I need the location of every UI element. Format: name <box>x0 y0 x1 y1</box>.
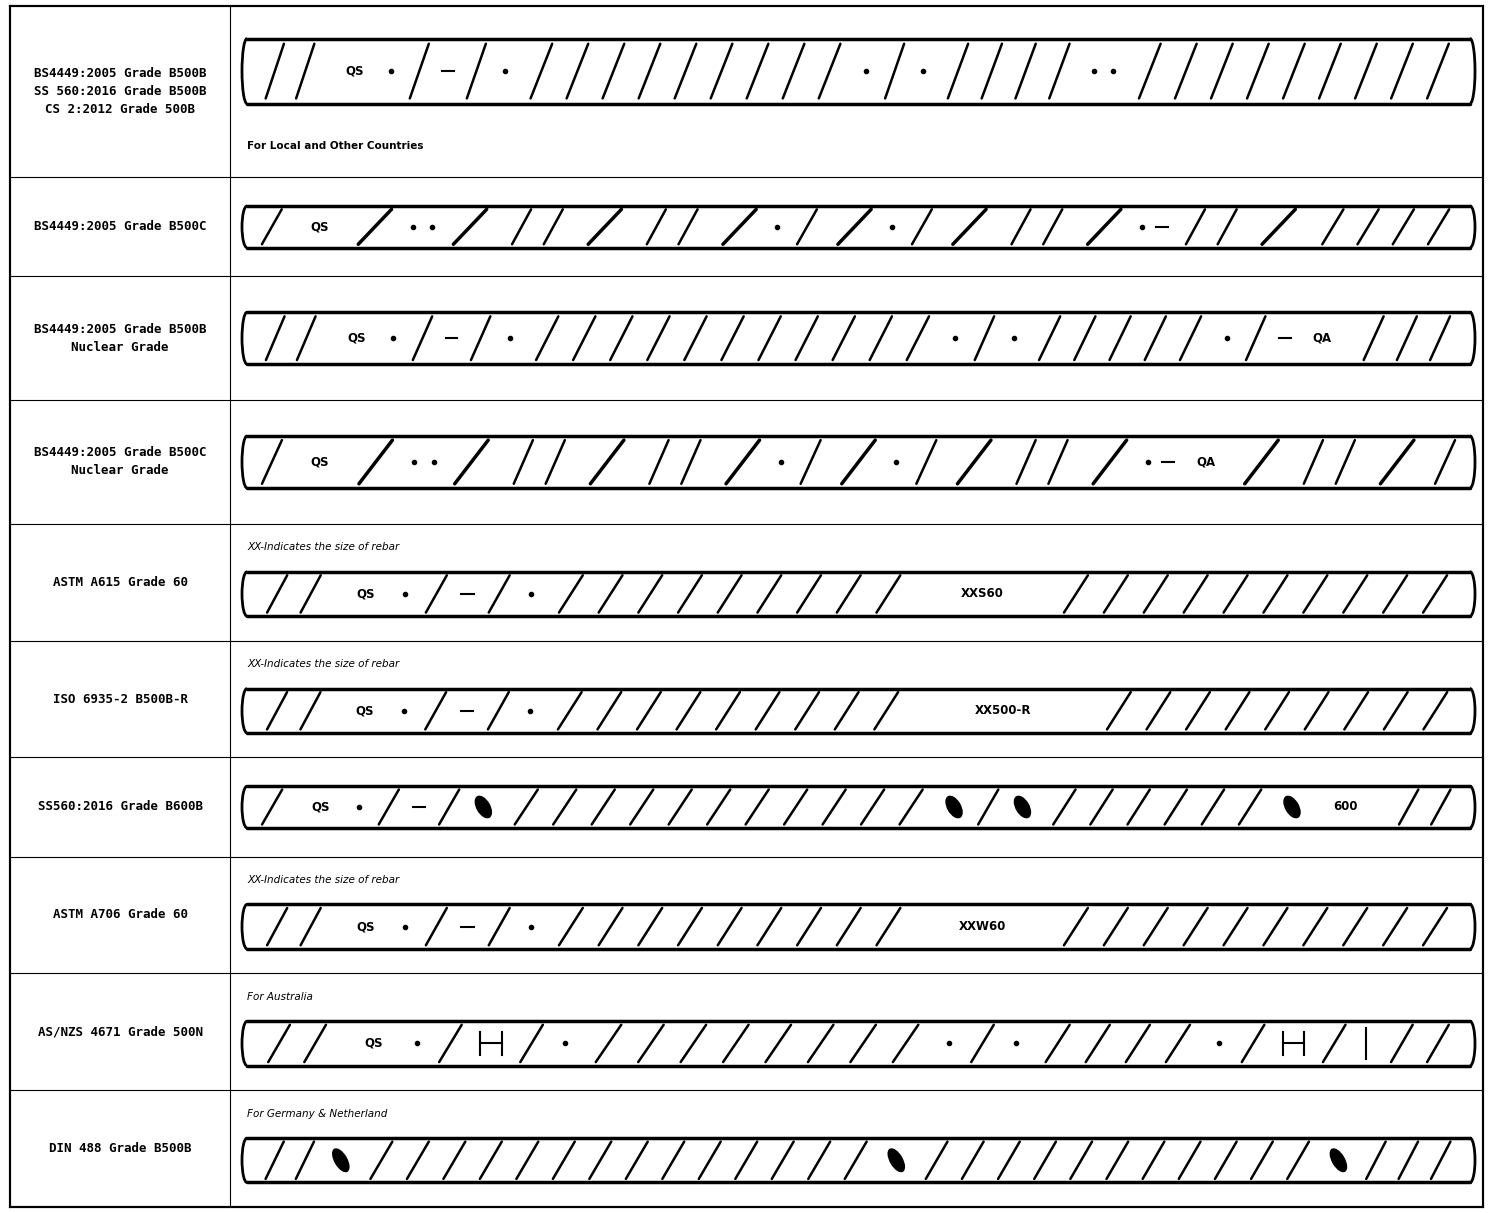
Bar <box>248 1138 1470 1183</box>
Ellipse shape <box>1330 1149 1348 1172</box>
Bar <box>248 206 1470 247</box>
Text: XX-Indicates the size of rebar: XX-Indicates the size of rebar <box>248 659 400 670</box>
Bar <box>248 905 1470 949</box>
Bar <box>248 312 1470 364</box>
Text: ASTM A615 Grade 60: ASTM A615 Grade 60 <box>52 576 188 588</box>
Bar <box>248 1021 1470 1066</box>
Text: BS4449:2005 Grade B500B
SS 560:2016 Grade B500B
CS 2:2012 Grade 500B: BS4449:2005 Grade B500B SS 560:2016 Grad… <box>34 67 206 116</box>
Text: BS4449:2005 Grade B500B
Nuclear Grade: BS4449:2005 Grade B500B Nuclear Grade <box>34 323 206 354</box>
Text: XXW60: XXW60 <box>959 921 1006 933</box>
Bar <box>248 39 1470 103</box>
Text: ISO 6935-2 B500B-R: ISO 6935-2 B500B-R <box>52 693 188 706</box>
Text: QA: QA <box>1312 331 1331 344</box>
Bar <box>248 206 1470 247</box>
Bar <box>248 786 1470 827</box>
Ellipse shape <box>474 796 492 819</box>
Bar <box>248 312 1470 364</box>
Text: XX500-R: XX500-R <box>974 705 1030 717</box>
Text: XX-Indicates the size of rebar: XX-Indicates the size of rebar <box>248 542 400 552</box>
Text: DIN 488 Grade B500B: DIN 488 Grade B500B <box>49 1143 191 1155</box>
Text: XXS60: XXS60 <box>960 587 1003 600</box>
Ellipse shape <box>1284 796 1300 819</box>
Bar <box>248 1021 1470 1066</box>
Ellipse shape <box>887 1149 905 1172</box>
Text: QS: QS <box>310 455 330 468</box>
Text: For Germany & Netherland: For Germany & Netherland <box>248 1109 388 1118</box>
Text: BS4449:2005 Grade B500C: BS4449:2005 Grade B500C <box>34 221 206 233</box>
Ellipse shape <box>945 796 963 819</box>
Text: For Australia: For Australia <box>248 992 313 1002</box>
Bar <box>248 786 1470 827</box>
Text: BS4449:2005 Grade B500C
Nuclear Grade: BS4449:2005 Grade B500C Nuclear Grade <box>34 446 206 478</box>
Bar <box>248 435 1470 488</box>
Text: QS: QS <box>346 64 364 78</box>
Bar <box>248 689 1470 733</box>
Text: ASTM A706 Grade 60: ASTM A706 Grade 60 <box>52 909 188 922</box>
Text: QS: QS <box>310 221 328 233</box>
Text: XX-Indicates the size of rebar: XX-Indicates the size of rebar <box>248 875 400 884</box>
Text: 600: 600 <box>1333 801 1358 814</box>
Text: QS: QS <box>347 331 365 344</box>
Text: QS: QS <box>355 705 374 717</box>
Text: QA: QA <box>1196 455 1215 468</box>
Bar <box>248 571 1470 616</box>
Bar <box>248 435 1470 488</box>
Text: QS: QS <box>364 1037 383 1050</box>
Text: QS: QS <box>312 801 330 814</box>
Text: SS560:2016 Grade B600B: SS560:2016 Grade B600B <box>37 801 203 814</box>
Bar <box>248 39 1470 103</box>
Bar <box>248 689 1470 733</box>
Text: AS/NZS 4671 Grade 500N: AS/NZS 4671 Grade 500N <box>37 1025 203 1038</box>
Ellipse shape <box>332 1149 349 1172</box>
Bar <box>248 905 1470 949</box>
Bar <box>248 1138 1470 1183</box>
Text: QS: QS <box>356 587 374 600</box>
Ellipse shape <box>1014 796 1032 819</box>
Text: QS: QS <box>356 921 374 933</box>
Text: For Local and Other Countries: For Local and Other Countries <box>248 142 423 152</box>
Bar <box>248 571 1470 616</box>
